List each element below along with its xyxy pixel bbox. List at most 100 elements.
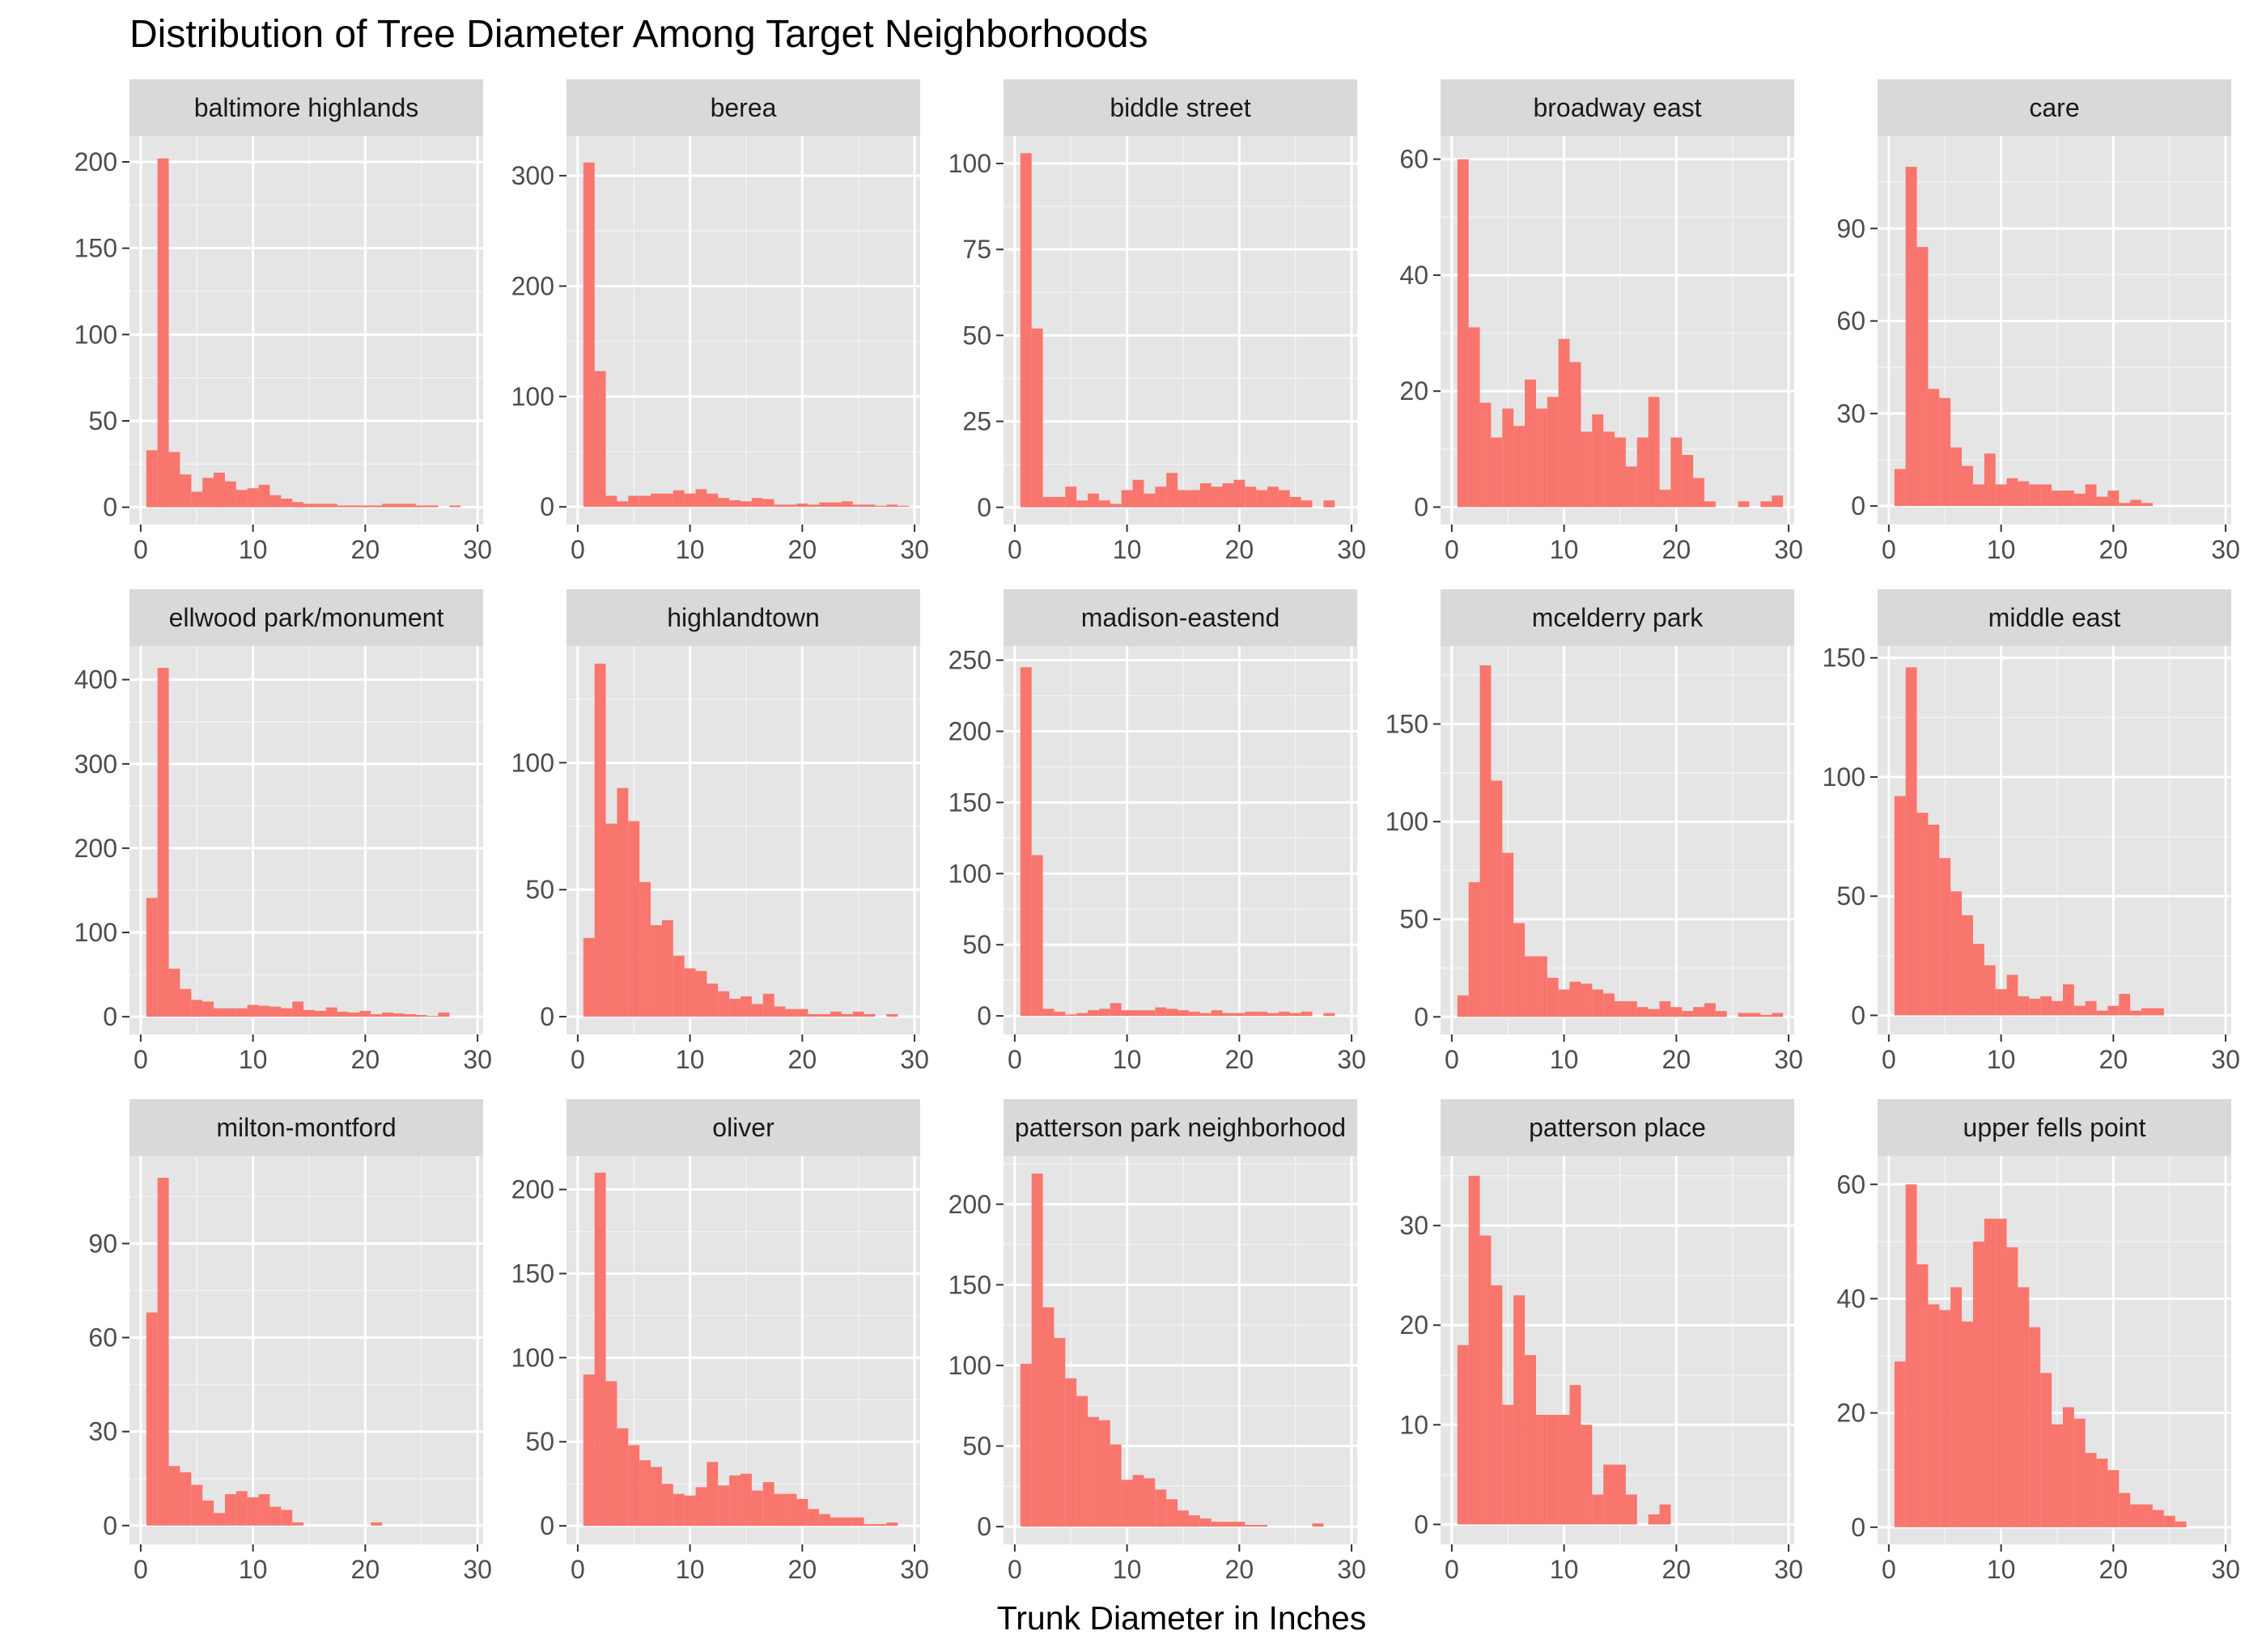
histogram-bar [605, 495, 617, 507]
histogram-bar [718, 1485, 730, 1527]
y-tick-label: 50 [962, 930, 991, 959]
x-tick-label: 10 [239, 1045, 268, 1074]
y-tick-label: 0 [1851, 491, 1865, 520]
panel-background [567, 136, 920, 524]
facet-panel-ellwood-park-monument: ellwood park/monument 0 100 200 300 400 0 10 20 3… [74, 589, 492, 1074]
histogram-bar [2029, 484, 2041, 507]
histogram-bar [729, 500, 741, 507]
histogram-bar [292, 1522, 304, 1526]
y-tick-label: 50 [525, 875, 554, 904]
histogram-bar [718, 498, 730, 507]
facet-strip [1441, 1099, 1794, 1156]
y-tick-label: 90 [1836, 214, 1865, 243]
y-tick-label: 60 [1836, 1170, 1865, 1199]
y-tick-label: 50 [88, 406, 117, 435]
x-tick-label: 0 [571, 1555, 585, 1584]
x-tick-label: 10 [1550, 1045, 1579, 1074]
histogram-bar [1076, 1013, 1089, 1017]
y-tick-label: 150 [74, 234, 117, 263]
histogram-bar [741, 996, 752, 1017]
histogram-bar [2119, 993, 2131, 1016]
histogram-bar [1558, 989, 1570, 1017]
histogram-bar [1558, 338, 1570, 507]
histogram-bar [1962, 915, 1973, 1016]
histogram-bar [1479, 1235, 1492, 1525]
histogram-bar [1245, 1011, 1257, 1017]
facet-strip-label: mcelderry park [1532, 603, 1704, 632]
histogram-bar [191, 491, 203, 507]
histogram-bar [875, 1524, 887, 1527]
histogram-bar [2052, 1000, 2063, 1016]
histogram-bar [1289, 497, 1301, 507]
histogram-bar [661, 1484, 673, 1527]
histogram-bar [841, 1517, 853, 1527]
histogram-bar [1110, 1003, 1122, 1017]
histogram-bar [1188, 1011, 1200, 1017]
histogram-bar [785, 1009, 797, 1017]
facet-strip [129, 1099, 483, 1156]
histogram-bar [594, 371, 606, 507]
histogram-bar [438, 1012, 450, 1017]
histogram-bar [1894, 469, 1906, 507]
x-tick-label: 10 [239, 535, 268, 564]
histogram-bar [852, 504, 864, 507]
histogram-bar [1076, 1395, 1089, 1527]
histogram-bar [1972, 944, 1984, 1016]
y-tick-label: 40 [1399, 261, 1428, 290]
histogram-bar [337, 1011, 349, 1017]
histogram-bar [202, 1500, 214, 1526]
histogram-bar [617, 501, 629, 507]
histogram-bar [864, 504, 876, 507]
y-tick-label: 150 [1386, 709, 1428, 738]
histogram-bar [830, 1517, 842, 1527]
histogram-bar [1995, 484, 2007, 507]
histogram-bar [628, 821, 640, 1017]
histogram-bar [2062, 491, 2074, 507]
histogram-bar [1939, 858, 1951, 1016]
histogram-bar [1301, 1011, 1313, 1017]
chart-title: Distribution of Tree Diameter Among Targ… [129, 13, 1148, 56]
histogram-bar [1076, 500, 1089, 507]
histogram-bar [371, 1522, 383, 1526]
x-tick-label: 10 [1550, 1555, 1579, 1584]
histogram-bar [281, 1008, 293, 1017]
histogram-bar [651, 1467, 662, 1527]
histogram-bar [886, 504, 898, 507]
histogram-bar [1155, 1007, 1167, 1017]
x-tick-label: 0 [1882, 1045, 1896, 1074]
y-tick-label: 20 [1399, 1310, 1428, 1340]
histogram-bar [1928, 389, 1940, 507]
x-tick-label: 20 [1662, 535, 1691, 564]
histogram-bar [1738, 1013, 1750, 1017]
histogram-bar [303, 1009, 315, 1017]
x-tick-label: 20 [2099, 1555, 2128, 1584]
y-tick-label: 200 [511, 1175, 554, 1204]
y-tick-label: 50 [525, 1427, 554, 1456]
y-tick-label: 100 [949, 149, 991, 178]
histogram-bar [774, 1006, 786, 1017]
histogram-bar [1065, 486, 1077, 507]
histogram-bar [214, 1513, 225, 1526]
facet-panel-oliver: oliver 0 50 100 150 200 0 10 20 30 [511, 1099, 929, 1584]
y-tick-label: 0 [1851, 1000, 1865, 1030]
y-tick-label: 100 [511, 1343, 554, 1372]
histogram-bar [808, 1013, 820, 1017]
histogram-bar [1020, 667, 1032, 1017]
y-tick-label: 100 [949, 1351, 991, 1380]
x-tick-label: 30 [900, 1045, 929, 1074]
histogram-bar [2141, 1008, 2153, 1016]
x-tick-label: 20 [788, 1045, 817, 1074]
facet-panel-berea: berea 0 100 200 300 0 10 20 30 [511, 79, 929, 564]
histogram-bar [1211, 486, 1223, 507]
histogram-bar [741, 1473, 752, 1527]
y-tick-label: 200 [74, 834, 117, 863]
histogram-bar [1479, 665, 1492, 1017]
histogram-bar [1625, 1494, 1637, 1525]
histogram-bar [1132, 479, 1144, 507]
histogram-bar [371, 1014, 383, 1017]
histogram-bar [269, 1006, 282, 1017]
histogram-bar [1615, 437, 1626, 507]
y-tick-label: 150 [949, 1270, 991, 1299]
histogram-bar [1513, 923, 1526, 1017]
facet-strip-label: biddle street [1110, 93, 1250, 122]
